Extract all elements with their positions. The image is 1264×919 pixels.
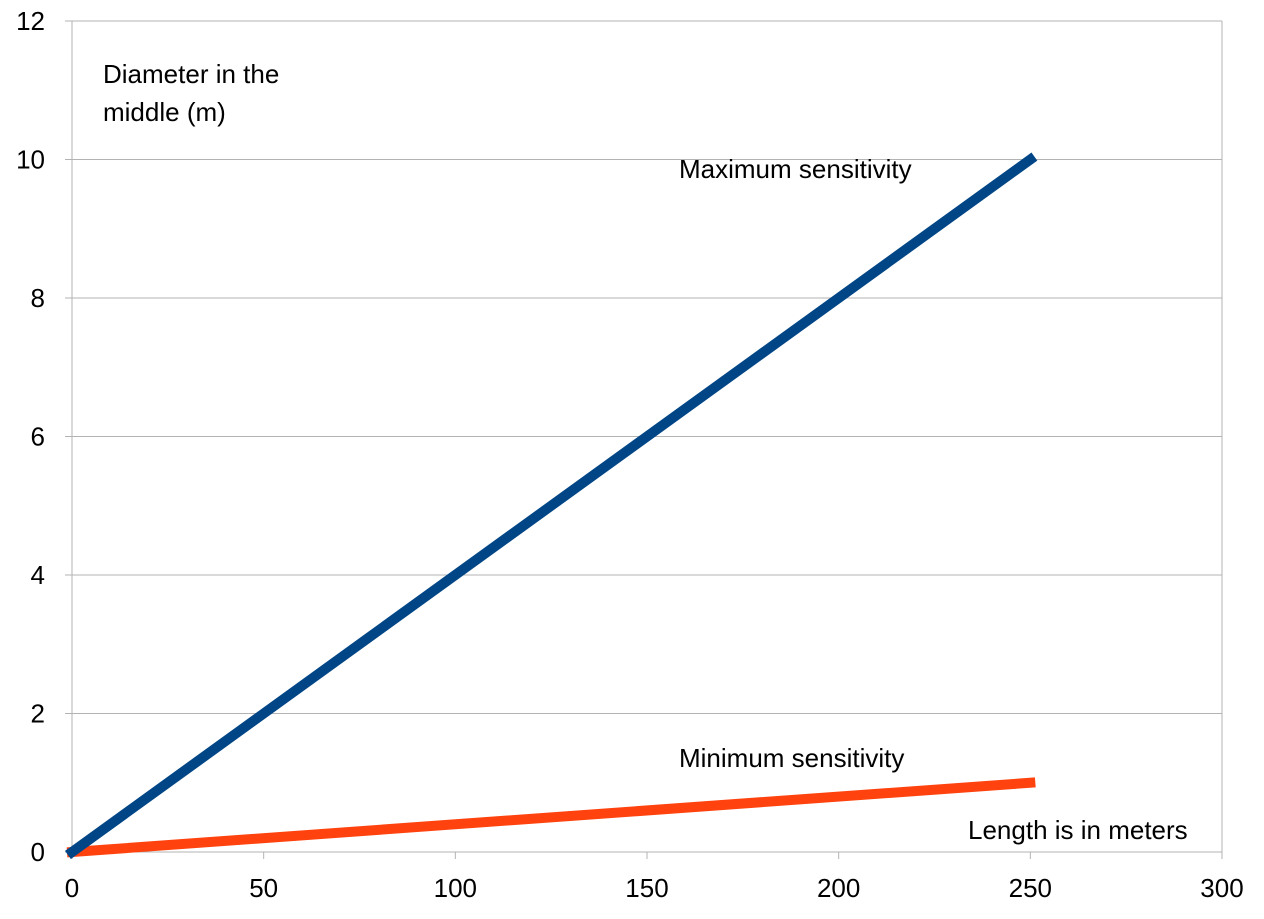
x-tick-label: 250 bbox=[1009, 873, 1052, 903]
y-tick-label: 2 bbox=[31, 699, 45, 729]
x-axis-label: Length is in meters bbox=[968, 815, 1188, 845]
y-tick-label: 4 bbox=[31, 560, 45, 590]
y-axis-ticks: 0 2 4 6 8 10 12 bbox=[16, 6, 72, 867]
x-tick-label: 100 bbox=[434, 873, 477, 903]
series-label-minimum-sensitivity: Minimum sensitivity bbox=[679, 743, 904, 773]
series-line-minimum-sensitivity bbox=[66, 777, 1036, 858]
series-lines bbox=[65, 152, 1038, 859]
series-line-maximum-sensitivity bbox=[65, 152, 1038, 859]
y-axis-label-line2: middle (m) bbox=[103, 97, 226, 127]
y-tick-label: 10 bbox=[16, 145, 45, 175]
y-tick-label: 8 bbox=[31, 283, 45, 313]
series-label-maximum-sensitivity: Maximum sensitivity bbox=[679, 154, 912, 184]
y-tick-label: 6 bbox=[31, 422, 45, 452]
y-axis-label-line1: Diameter in the bbox=[103, 59, 279, 89]
x-tick-label: 50 bbox=[249, 873, 278, 903]
x-tick-label: 150 bbox=[625, 873, 668, 903]
x-tick-label: 0 bbox=[65, 873, 79, 903]
x-tick-label: 300 bbox=[1200, 873, 1243, 903]
x-tick-label: 200 bbox=[817, 873, 860, 903]
y-tick-label: 12 bbox=[16, 6, 45, 36]
y-tick-label: 0 bbox=[31, 837, 45, 867]
x-axis-ticks: 0 50 100 150 200 250 300 bbox=[65, 852, 1244, 903]
